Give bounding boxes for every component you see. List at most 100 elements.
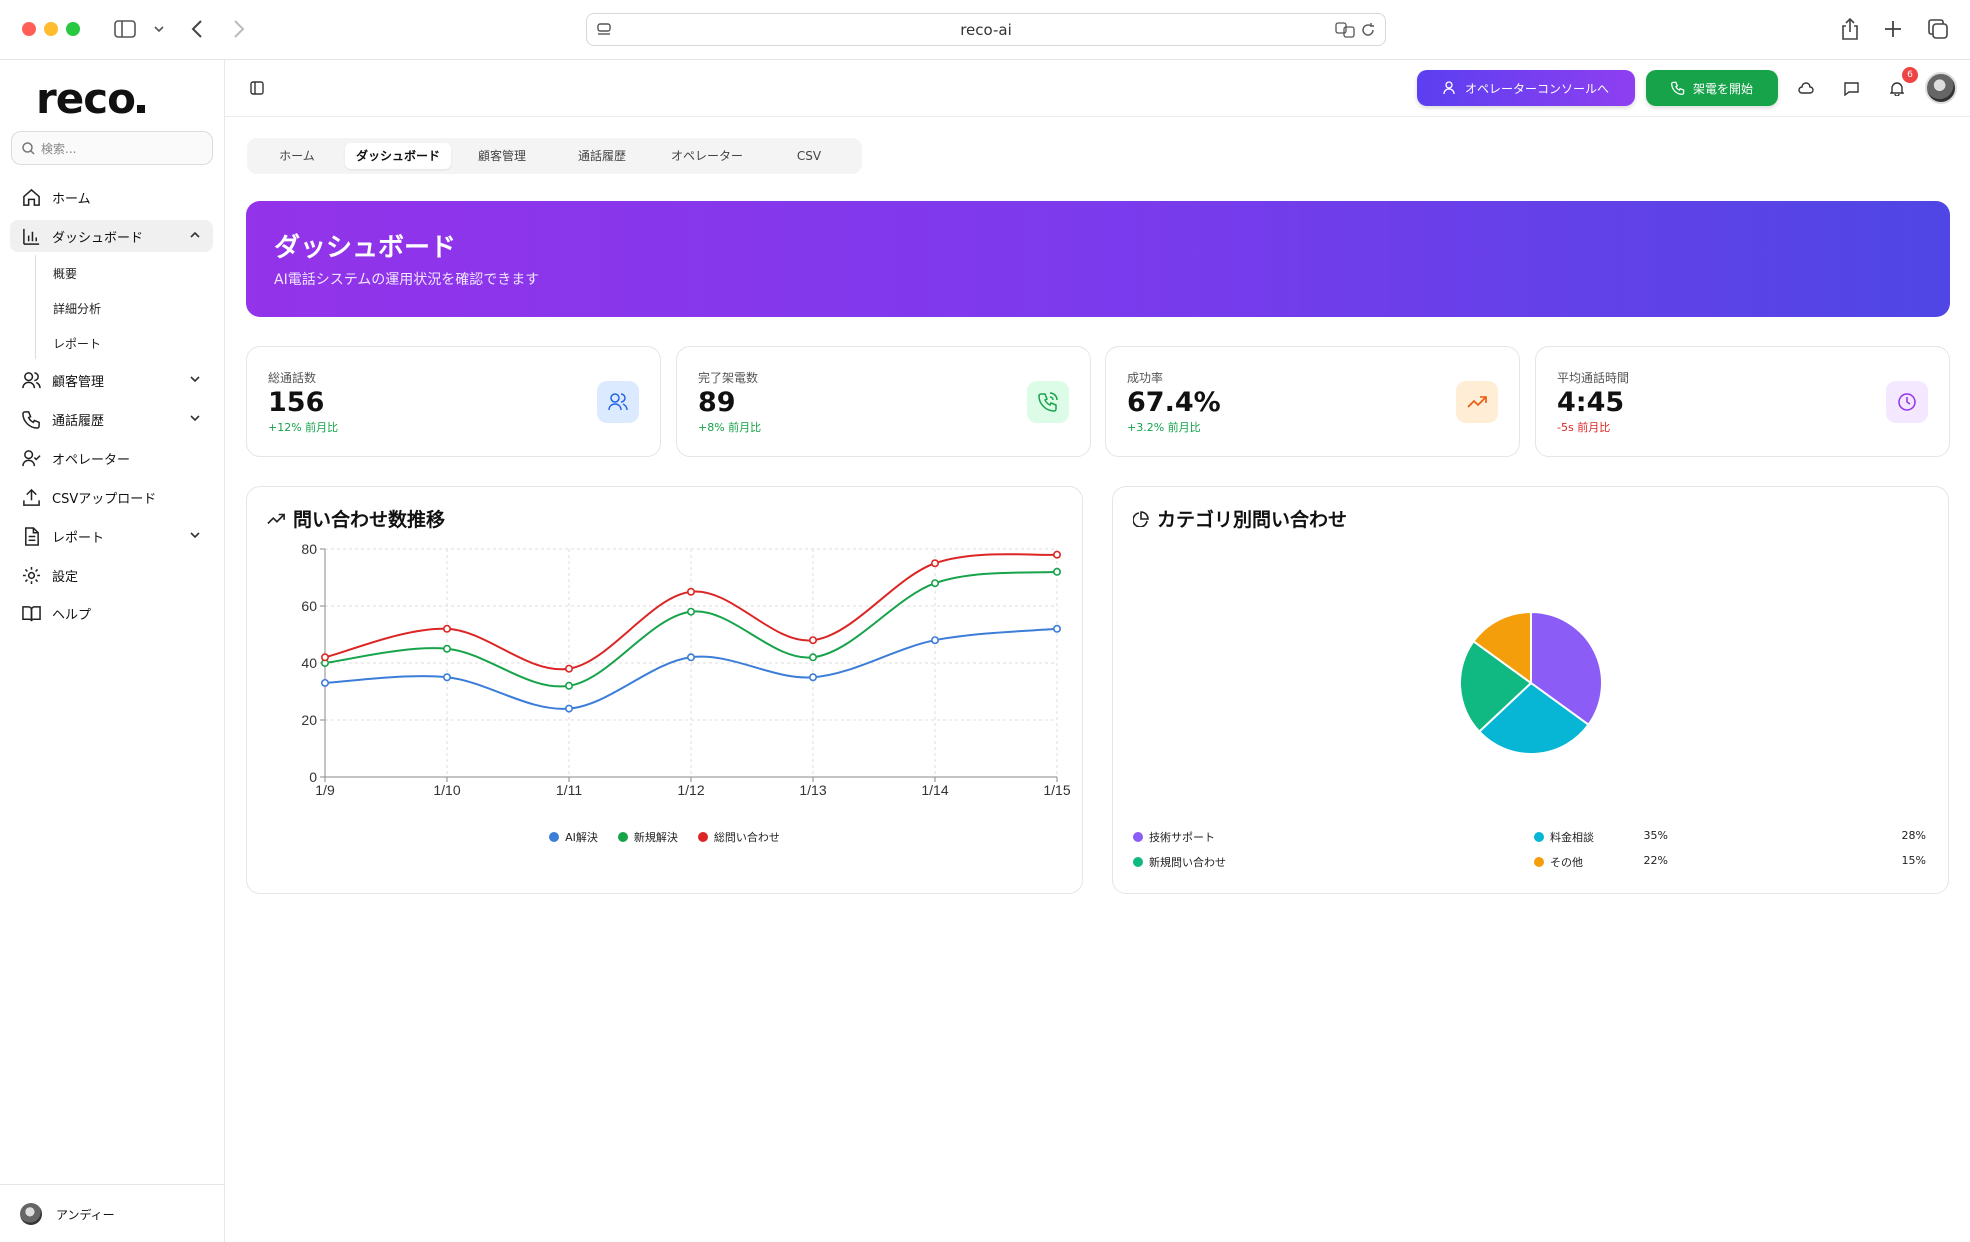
reload-icon[interactable] — [1361, 23, 1375, 37]
x-tick-label: 1/12 — [677, 782, 704, 798]
stat-change: -5s 前月比 — [1557, 421, 1611, 434]
legend-swatch — [1133, 857, 1143, 867]
data-point — [321, 653, 330, 662]
y-tick-label: 80 — [301, 541, 317, 557]
legend-item[interactable]: その他 — [1534, 854, 1583, 870]
sidebar-item-label: ダッシュボード — [52, 230, 144, 246]
stat-label: 成功率 — [1127, 371, 1164, 385]
operator-console-button[interactable]: オペレーターコンソールへ — [1417, 70, 1635, 106]
data-point — [808, 653, 817, 662]
sidebar-subitem-analysis[interactable]: 詳細分析 — [53, 302, 102, 316]
tab-home[interactable]: ホーム — [279, 149, 315, 163]
data-point — [1052, 550, 1061, 559]
upload-icon — [23, 488, 40, 506]
new-tab-icon[interactable] — [1880, 16, 1906, 42]
stat-value: 89 — [698, 387, 736, 418]
phone-call-icon — [1027, 381, 1069, 423]
maximize-window-button[interactable] — [66, 22, 80, 36]
sidebar-item-label: ホーム — [52, 191, 91, 207]
legend-label: 料金相談 — [1550, 831, 1594, 844]
pie-chart — [1459, 610, 1603, 755]
legend-swatch — [1534, 857, 1544, 867]
tab-bar: ホーム ダッシュボード 顧客管理 通話履歴 オペレーター CSV — [247, 138, 862, 174]
start-call-button[interactable]: 架電を開始 — [1646, 70, 1778, 106]
forward-button[interactable] — [226, 16, 252, 42]
message-icon[interactable] — [1841, 78, 1861, 98]
browser-toolbar: reco-ai — [0, 0, 1970, 60]
chevron-down-icon[interactable] — [146, 16, 172, 42]
sidebar-item-reports[interactable]: レポート — [10, 520, 213, 552]
user-check-icon — [22, 449, 41, 466]
tab-csv[interactable]: CSV — [796, 149, 822, 163]
legend-percent: 35% — [1643, 829, 1668, 842]
sidebar-item-operators[interactable]: オペレーター — [10, 442, 213, 474]
data-point — [564, 664, 573, 673]
stat-change: +3.2% 前月比 — [1127, 421, 1201, 434]
bell-icon[interactable] — [1887, 78, 1907, 98]
close-window-button[interactable] — [22, 22, 36, 36]
tab-dashboard[interactable]: ダッシュボード — [345, 143, 451, 169]
legend-item[interactable]: 新規問い合わせ — [1133, 854, 1226, 870]
address-bar[interactable]: reco-ai — [586, 13, 1386, 46]
translate-icon[interactable] — [1335, 22, 1355, 38]
clock-icon — [1886, 381, 1928, 423]
x-tick-label: 1/15 — [1043, 782, 1070, 798]
sidebar-item-label: CSVアップロード — [52, 491, 157, 507]
sidebar-item-label: 通話履歴 — [52, 413, 105, 429]
sidebar-item-csv-upload[interactable]: CSVアップロード — [10, 481, 213, 513]
stat-change: +12% 前月比 — [268, 421, 339, 434]
sidebar-item-settings[interactable]: 設定 — [10, 559, 213, 591]
data-point — [686, 607, 695, 616]
pie-slice — [1472, 610, 1532, 685]
panel-toggle-icon[interactable] — [247, 78, 267, 98]
bar-chart-icon — [23, 228, 40, 245]
user-profile[interactable]: アンディー — [20, 1203, 115, 1225]
tab-operators[interactable]: オペレーター — [670, 149, 743, 163]
legend-item[interactable]: 料金相談 — [1534, 829, 1594, 845]
back-button[interactable] — [184, 16, 210, 42]
sidebar-item-dashboard[interactable]: ダッシュボード — [10, 220, 213, 252]
share-icon[interactable] — [1837, 16, 1863, 42]
sidebar-subitem-report[interactable]: レポート — [53, 337, 102, 351]
url-text: reco-ai — [960, 21, 1012, 39]
stat-card-completed-calls: 完了架電数 89 +8% 前月比 — [676, 346, 1091, 457]
sidebar-item-home[interactable]: ホーム — [10, 181, 213, 213]
sidebar-item-call-history[interactable]: 通話履歴 — [10, 403, 213, 435]
phone-call-icon — [1671, 81, 1685, 95]
avatar[interactable] — [1925, 72, 1957, 104]
trending-up-icon — [1456, 381, 1498, 423]
panel-title-text: カテゴリ別問い合わせ — [1157, 509, 1348, 531]
legend-item[interactable]: 新規解決 — [617, 829, 678, 845]
phone-icon — [22, 410, 40, 429]
sidebar-item-help[interactable]: ヘルプ — [10, 597, 213, 629]
legend-percent: 15% — [1901, 854, 1926, 867]
book-icon — [22, 605, 41, 621]
page-icon — [597, 23, 611, 35]
pie-chart-icon — [1133, 510, 1149, 527]
search-input[interactable]: 検索... — [11, 131, 213, 165]
legend-label: 新規問い合わせ — [1149, 856, 1226, 869]
minimize-window-button[interactable] — [44, 22, 58, 36]
sidebar-toggle-icon[interactable] — [112, 16, 138, 42]
stat-value: 156 — [268, 387, 325, 418]
category-inquiry-panel: カテゴリ別問い合わせ 技術サポート 35% 料金相談 28% 新規問い合わせ 22% その他… — [1112, 486, 1949, 894]
cloud-icon[interactable] — [1796, 78, 1816, 98]
line-chart: 0 20 40 60 80 1/9 1/10 1/11 1/12 1/13 1/14 1/15 — [301, 541, 1070, 798]
sidebar-item-label: 設定 — [52, 569, 79, 585]
tab-customers[interactable]: 顧客管理 — [477, 149, 526, 163]
sidebar-subitem-overview[interactable]: 概要 — [53, 267, 78, 281]
legend-label: AI解決 — [565, 831, 598, 844]
legend-item[interactable]: 技術サポート — [1133, 829, 1215, 845]
data-point — [321, 678, 330, 687]
tab-overview-icon[interactable] — [1925, 16, 1951, 42]
sidebar-item-customers[interactable]: 顧客管理 — [10, 364, 213, 396]
search-icon — [22, 141, 35, 155]
x-tick-label: 1/9 — [315, 782, 335, 798]
chevron-down-icon — [190, 532, 200, 539]
legend-item[interactable]: 総問い合わせ — [697, 829, 780, 845]
app-logo[interactable]: reco — [36, 74, 145, 123]
x-tick-label: 1/14 — [921, 782, 948, 798]
legend-item[interactable]: AI解決 — [549, 829, 598, 845]
data-point — [443, 624, 452, 633]
tab-call-history[interactable]: 通話履歴 — [577, 149, 626, 163]
